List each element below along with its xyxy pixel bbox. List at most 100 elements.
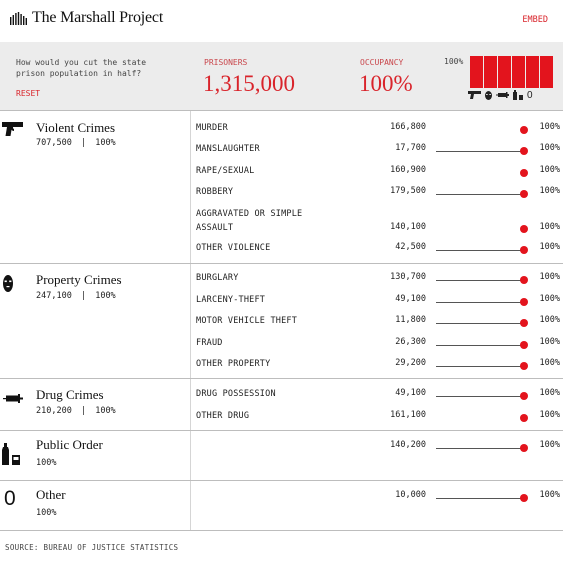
slider-track[interactable] (436, 448, 524, 449)
row-value: 49,100 (395, 294, 426, 304)
crime-row-public-order: 140,200 100% (196, 439, 560, 455)
separator: | (80, 406, 87, 416)
crime-row-assault: AGGRAVATED OR SIMPLE ASSAULT 140,100 100… (196, 207, 560, 237)
mini-bar (484, 56, 497, 88)
prisoners-label: PRISONERS (204, 58, 248, 67)
occupancy-label: OCCUPANCY (360, 58, 404, 67)
syringe-icon (3, 394, 23, 403)
row-value: 179,500 (390, 186, 426, 196)
slider-handle[interactable] (520, 392, 528, 400)
group-name: Violent Crimes (36, 120, 116, 135)
slider-handle[interactable] (520, 444, 528, 452)
slider-track[interactable] (436, 366, 524, 367)
slider-track[interactable] (436, 345, 524, 346)
slider-track[interactable] (436, 498, 524, 499)
group-violent-crimes: Violent Crimes 707,500 | 100% MURDER 166… (0, 110, 563, 263)
crime-row-fraud: FRAUD 26,300 100% (196, 336, 560, 352)
slider-handle[interactable] (520, 126, 528, 134)
row-value: 140,200 (390, 440, 426, 450)
column-divider (190, 111, 191, 263)
row-value: 17,700 (395, 143, 426, 153)
source-note: SOURCE: BUREAU OF JUSTICE STATISTICS (5, 543, 179, 552)
slider-handle[interactable] (520, 169, 528, 177)
slider-handle[interactable] (520, 494, 528, 502)
group-pct: 100% (36, 508, 57, 518)
row-label: DRUG POSSESSION (196, 389, 276, 399)
row-pct: 100% (539, 242, 560, 252)
crime-row-manslaughter: MANSLAUGHTER 17,700 100% (196, 142, 560, 158)
crime-row-drug-possession: DRUG POSSESSION 49,100 100% (196, 387, 560, 403)
slider-track[interactable] (436, 280, 524, 281)
prisoners-value: 1,315,000 (203, 71, 295, 96)
group-property-crimes: Property Crimes 247,100 | 100% BURGLARY … (0, 263, 563, 378)
row-label: LARCENY-THEFT (196, 295, 266, 305)
group-public-order: Public Order 100% 140,200 100% (0, 430, 563, 480)
row-pct: 100% (539, 315, 560, 325)
slider-track[interactable] (436, 151, 524, 152)
control-panel: How would you cut the state prison popul… (0, 42, 563, 110)
row-pct: 100% (539, 143, 560, 153)
row-pct: 100% (539, 337, 560, 347)
row-value: 49,100 (395, 388, 426, 398)
mini-bar (526, 56, 539, 88)
row-pct: 100% (539, 388, 560, 398)
mini-chart-max-label: 100% (444, 57, 464, 66)
separator: | (80, 138, 87, 148)
row-pct: 100% (539, 222, 560, 232)
mini-bar (540, 56, 553, 88)
crime-row-other-property: OTHER PROPERTY 29,200 100% (196, 357, 560, 373)
slider-handle[interactable] (520, 362, 528, 370)
row-label: MURDER (196, 123, 228, 133)
slider-handle[interactable] (520, 246, 528, 254)
slider-handle[interactable] (520, 341, 528, 349)
slider-handle[interactable] (520, 147, 528, 155)
embed-link[interactable]: EMBED (522, 15, 548, 25)
group-other: 0 Other 100% 10,000 100% (0, 480, 563, 531)
group-name: Public Order (36, 437, 103, 452)
row-value: 26,300 (395, 337, 426, 347)
crime-row-larceny-theft: LARCENY-THEFT 49,100 100% (196, 293, 560, 309)
slider-handle[interactable] (520, 298, 528, 306)
row-pct: 100% (539, 122, 560, 132)
crime-row-robbery: ROBBERY 179,500 100% (196, 185, 560, 201)
crime-row-murder: MURDER 166,800 100% (196, 121, 560, 137)
crime-row-other-drug: OTHER DRUG 161,100 100% (196, 409, 560, 425)
slider-handle[interactable] (520, 319, 528, 327)
mini-bar-chart (470, 56, 553, 88)
column-divider (190, 481, 191, 530)
logo[interactable]: The Marshall Project (10, 9, 163, 27)
row-label: BURGLARY (196, 273, 239, 283)
crime-row-other: 10,000 100% (196, 489, 560, 505)
row-label: MANSLAUGHTER (196, 144, 260, 154)
column-divider (190, 431, 191, 480)
crime-row-burglary: BURGLARY 130,700 100% (196, 271, 560, 287)
gun-icon (468, 91, 481, 99)
slider-handle[interactable] (520, 190, 528, 198)
slider-handle[interactable] (520, 276, 528, 284)
row-pct: 100% (539, 358, 560, 368)
row-value: 42,500 (395, 242, 426, 252)
group-stats: 707,500 | 100% (36, 138, 116, 148)
row-pct: 100% (539, 272, 560, 282)
bars-logo-icon (10, 11, 27, 25)
group-name: Drug Crimes (36, 387, 104, 402)
group-pct: 100% (95, 138, 116, 148)
zero-icon: 0 (4, 487, 16, 510)
group-pct: 100% (95, 291, 116, 301)
row-label: RAPE/SEXUAL (196, 166, 255, 176)
slider-handle[interactable] (520, 414, 528, 422)
row-pct: 100% (539, 410, 560, 420)
row-label: OTHER VIOLENCE (196, 243, 271, 253)
group-name: Property Crimes (36, 272, 122, 287)
row-value: 166,800 (390, 122, 426, 132)
reset-button[interactable]: RESET (16, 89, 41, 98)
slider-track[interactable] (436, 302, 524, 303)
row-value: 130,700 (390, 272, 426, 282)
slider-track[interactable] (436, 323, 524, 324)
crime-row-other-violence: OTHER VIOLENCE 42,500 100% (196, 241, 560, 257)
slider-handle[interactable] (520, 225, 528, 233)
slider-track[interactable] (436, 250, 524, 251)
slider-track[interactable] (436, 396, 524, 397)
occupancy-value: 100% (359, 71, 413, 96)
slider-track[interactable] (436, 194, 524, 195)
